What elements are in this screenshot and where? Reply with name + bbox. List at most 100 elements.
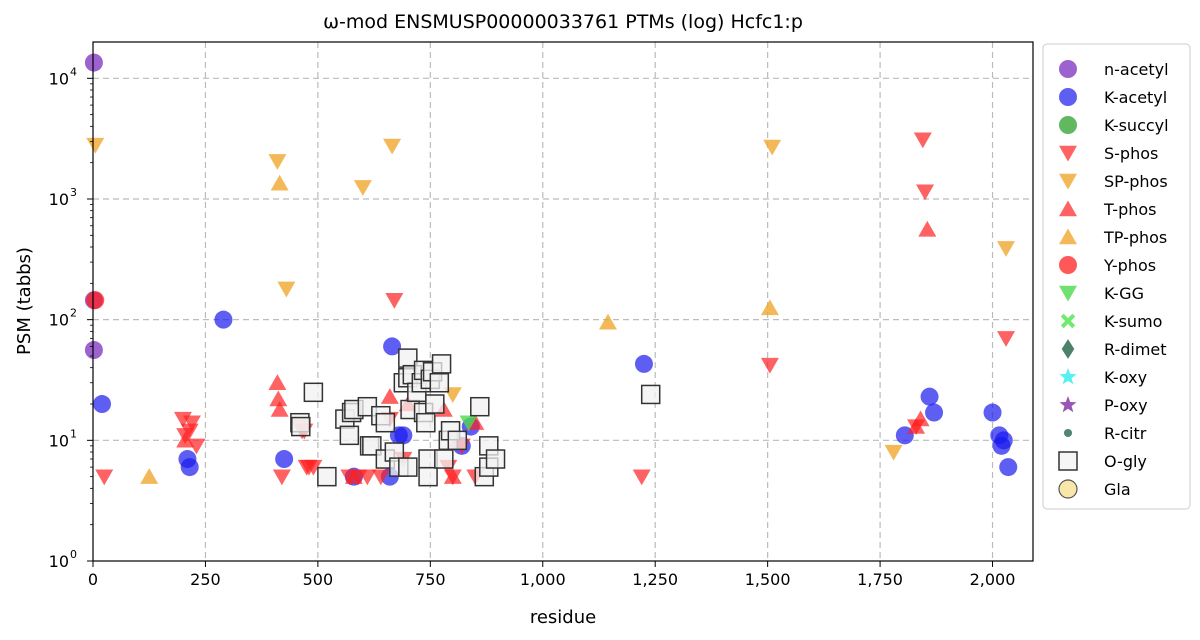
x-tick-label: 0	[88, 570, 98, 589]
legend-marker	[1059, 256, 1077, 274]
legend-marker	[1058, 479, 1078, 499]
x-tick-label: 750	[415, 570, 446, 589]
data-point	[425, 394, 445, 414]
y-tick-label: 10	[49, 69, 69, 88]
data-point	[303, 382, 324, 403]
data-point	[485, 449, 506, 469]
data-point	[182, 415, 201, 432]
data-points	[84, 53, 1018, 487]
data-point	[918, 220, 937, 237]
data-point	[429, 373, 450, 393]
data-point	[86, 291, 105, 310]
data-point	[84, 53, 103, 72]
data-point	[431, 354, 452, 374]
y-tick-label: 10	[49, 311, 69, 330]
data-point	[447, 430, 468, 451]
data-point	[470, 396, 490, 417]
x-tick-label: 1,500	[745, 570, 791, 589]
data-point	[459, 415, 478, 432]
data-point	[272, 469, 291, 486]
legend-marker	[1058, 451, 1078, 471]
y-tick-exponent: 0	[70, 548, 77, 561]
legend-label: K-acetyl	[1104, 88, 1167, 107]
data-point	[760, 357, 779, 374]
legend: n-acetyl K-acetyl K-succyl S-phos SP-phos T-p…	[1042, 43, 1191, 510]
legend-label: SP-phos	[1104, 172, 1168, 191]
x-tick-label: 1,250	[632, 570, 678, 589]
data-point	[270, 174, 289, 191]
series-n-acetyl	[84, 53, 103, 360]
data-point	[416, 412, 436, 433]
legend-marker	[1059, 200, 1077, 217]
legend-label: K-succyl	[1104, 116, 1169, 135]
series-Y-phos	[86, 291, 105, 310]
data-point	[994, 431, 1013, 450]
data-point	[176, 431, 195, 448]
data-point	[632, 469, 651, 486]
series-TP-phos	[140, 174, 779, 484]
legend-label: T-phos	[1103, 200, 1157, 219]
series-K-GG	[459, 415, 478, 432]
legend-marker	[1061, 339, 1075, 359]
legend-label: Y-phos	[1103, 256, 1156, 275]
data-point	[434, 449, 454, 469]
y-tick-exponent: 4	[70, 65, 77, 78]
x-tick-label: 1,750	[857, 570, 903, 589]
data-point	[398, 457, 418, 477]
y-axis-label: PSM (tabbs)	[14, 247, 35, 355]
legend-label: P-oxy	[1104, 396, 1148, 415]
x-tick-label: 2,000	[970, 570, 1016, 589]
data-point	[920, 387, 939, 406]
data-point	[180, 423, 199, 440]
x-axis-label: residue	[530, 607, 596, 628]
x-axis: 0 250 500 750 1,000 1,250 1,500 1,750 2,000	[88, 561, 1016, 589]
data-point	[916, 184, 935, 201]
legend-label: R-dimet	[1104, 340, 1167, 359]
legend-label: O-gly	[1104, 452, 1147, 471]
data-point	[394, 426, 413, 445]
legend-label: TP-phos	[1103, 228, 1167, 247]
data-point	[304, 459, 323, 476]
data-point	[358, 469, 377, 486]
data-point	[214, 310, 233, 329]
x-tick-label: 1,000	[520, 570, 566, 589]
legend-marker	[1059, 88, 1077, 106]
data-point	[92, 395, 111, 414]
series-SP-phos	[86, 137, 1016, 461]
data-point	[187, 438, 206, 455]
data-point	[598, 313, 617, 330]
legend-marker	[1059, 368, 1077, 385]
data-point	[997, 331, 1016, 347]
y-tick-label: 10	[49, 552, 69, 571]
data-point	[371, 469, 390, 486]
legend-marker	[1059, 228, 1077, 245]
data-point	[763, 139, 782, 156]
legend-label: Gla	[1104, 480, 1131, 499]
data-point	[277, 281, 296, 298]
y-tick-label: 10	[49, 190, 69, 209]
y-tick-label: 10	[49, 431, 69, 450]
data-point	[999, 458, 1018, 477]
data-point	[353, 180, 372, 196]
data-point	[86, 137, 105, 154]
data-point	[983, 403, 1002, 422]
legend-marker	[1060, 313, 1076, 329]
data-point	[180, 458, 199, 477]
data-point	[418, 466, 438, 487]
legend-marker	[1059, 116, 1077, 134]
data-point	[913, 132, 932, 149]
data-point	[911, 410, 930, 427]
y-tick-exponent: 2	[70, 307, 77, 320]
legend-marker	[1059, 396, 1077, 413]
x-tick-label: 500	[303, 570, 334, 589]
legend-label: K-GG	[1104, 284, 1144, 303]
legend-box	[1042, 43, 1191, 510]
legend-label: S-phos	[1104, 144, 1158, 163]
data-point	[95, 469, 114, 486]
legend-label: K-oxy	[1104, 368, 1147, 387]
data-point	[375, 412, 396, 433]
data-point	[268, 374, 287, 390]
legend-marker	[1059, 285, 1077, 302]
